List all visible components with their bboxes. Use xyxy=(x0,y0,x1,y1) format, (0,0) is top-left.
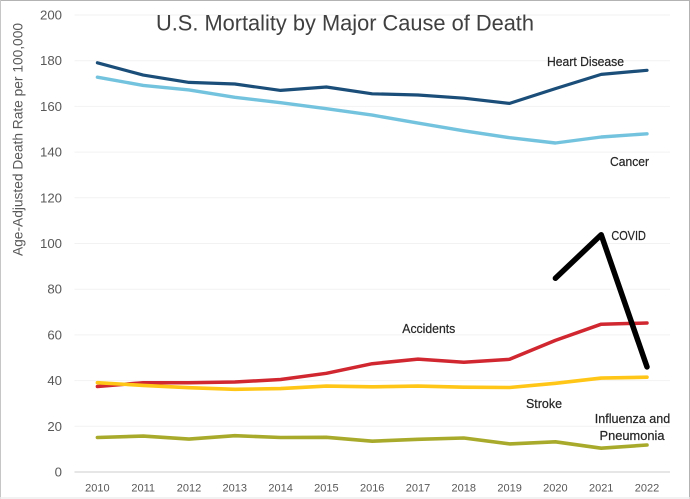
svg-text:180: 180 xyxy=(40,53,62,68)
svg-text:2015: 2015 xyxy=(314,483,338,495)
svg-text:2022: 2022 xyxy=(635,483,659,495)
svg-text:2019: 2019 xyxy=(497,483,521,495)
svg-text:2021: 2021 xyxy=(589,483,613,495)
svg-text:2012: 2012 xyxy=(177,483,201,495)
svg-text:2016: 2016 xyxy=(360,483,384,495)
svg-text:2020: 2020 xyxy=(543,483,567,495)
svg-text:Cancer: Cancer xyxy=(610,154,650,169)
svg-text:Age-Adjusted Death Rate per 10: Age-Adjusted Death Rate per 100,000 xyxy=(11,23,27,256)
svg-text:0: 0 xyxy=(55,465,62,480)
svg-text:Pneumonia: Pneumonia xyxy=(600,428,666,443)
svg-text:Heart Disease: Heart Disease xyxy=(547,54,624,69)
svg-text:Influenza and: Influenza and xyxy=(595,411,670,426)
svg-text:20: 20 xyxy=(47,419,62,434)
svg-text:40: 40 xyxy=(47,373,62,388)
svg-text:120: 120 xyxy=(40,190,62,205)
svg-text:Accidents: Accidents xyxy=(402,321,455,336)
svg-text:200: 200 xyxy=(40,8,62,23)
svg-text:Stroke: Stroke xyxy=(526,396,562,411)
svg-text:140: 140 xyxy=(40,145,62,160)
svg-text:100: 100 xyxy=(40,236,62,251)
svg-text:2018: 2018 xyxy=(452,483,476,495)
svg-text:2014: 2014 xyxy=(268,483,292,495)
svg-text:2013: 2013 xyxy=(223,483,247,495)
svg-text:2010: 2010 xyxy=(85,483,109,495)
svg-text:60: 60 xyxy=(47,327,62,342)
svg-text:U.S. Mortality by Major Cause: U.S. Mortality by Major Cause of Death xyxy=(156,11,534,36)
svg-text:2011: 2011 xyxy=(131,483,155,495)
svg-text:COVID: COVID xyxy=(611,228,646,243)
svg-text:160: 160 xyxy=(40,99,62,114)
svg-text:2017: 2017 xyxy=(406,483,430,495)
svg-text:80: 80 xyxy=(47,282,62,297)
